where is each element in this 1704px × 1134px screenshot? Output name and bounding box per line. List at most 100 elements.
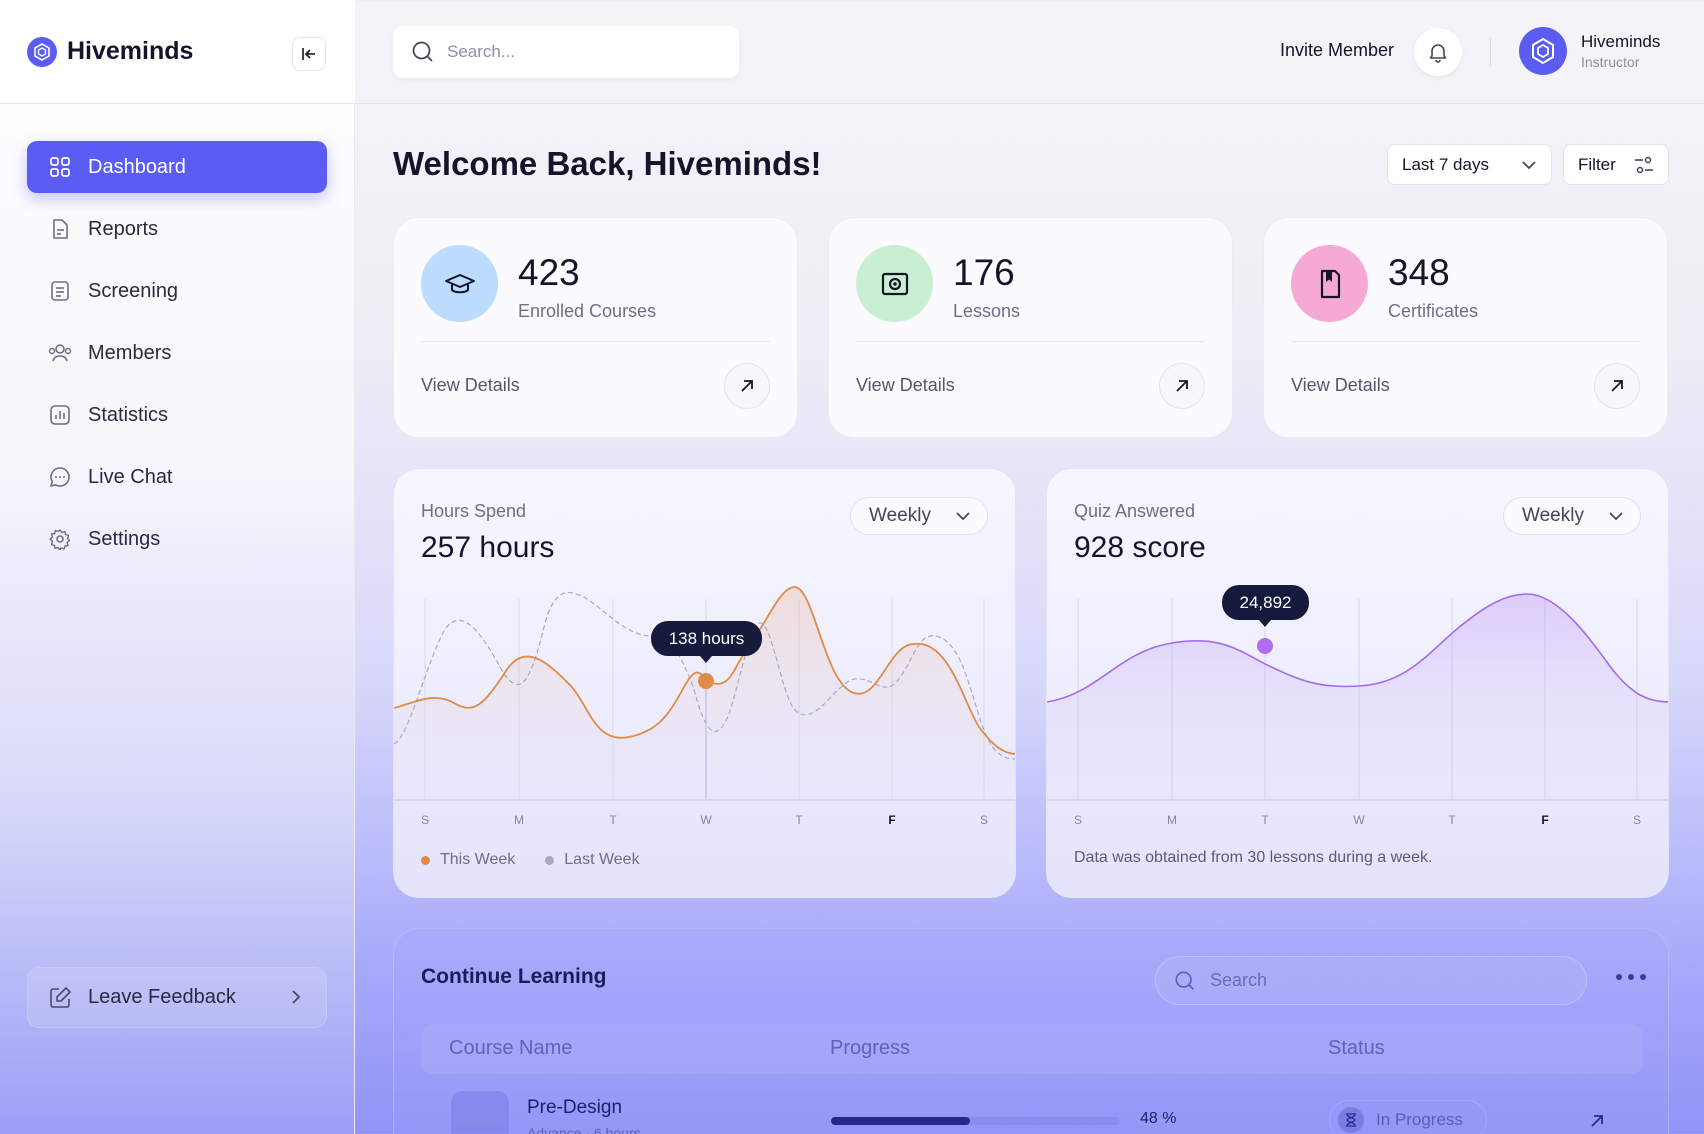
user-role: Instructor	[1581, 54, 1640, 70]
legend-label: Last Week	[564, 851, 640, 868]
sidebar-item-live-chat[interactable]: Live Chat	[27, 451, 327, 503]
sidebar-item-label: Statistics	[88, 403, 169, 426]
sidebar-item-dashboard[interactable]: Dashboard	[27, 141, 327, 193]
document-icon	[48, 217, 72, 241]
gear-icon	[48, 527, 72, 551]
status-badge: In Progress	[1329, 1100, 1487, 1134]
more-options-icon[interactable]	[1616, 969, 1646, 985]
sidebar-item-statistics[interactable]: Statistics	[27, 389, 327, 441]
legend-item-this-week: This Week	[421, 851, 515, 869]
tooltip: 138 hours	[651, 621, 762, 663]
range-select-value: Weekly	[1522, 505, 1584, 526]
header-divider	[1490, 38, 1491, 66]
tooltip-point[interactable]	[698, 673, 714, 689]
course-thumbnail: 48 x 48	[451, 1091, 509, 1134]
divider	[856, 341, 1205, 342]
collapse-icon	[302, 48, 315, 60]
open-course-button[interactable]	[1579, 1103, 1615, 1134]
legend-dot	[421, 855, 430, 865]
chart-value: 928 score	[1074, 531, 1206, 564]
x-tick-label: W	[700, 813, 712, 827]
arrow-up-right-icon	[1176, 380, 1188, 392]
tooltip: 24,892	[1222, 585, 1309, 627]
chart-note: Data was obtained from 30 lessons during…	[1074, 849, 1433, 866]
chart-title: Quiz Answered	[1074, 501, 1196, 521]
period-select[interactable]: Last 7 days	[1387, 144, 1552, 185]
chart-value: 257 hours	[421, 531, 555, 564]
chevron-down-icon	[1521, 157, 1537, 178]
column-header[interactable]: Status	[1328, 1037, 1385, 1059]
search-input[interactable]	[447, 42, 727, 62]
stat-card-enrolled-courses: 423 Enrolled Courses View Details	[393, 217, 798, 438]
x-tick-label: T	[1448, 813, 1456, 827]
legend-item-last-week: Last Week	[545, 851, 640, 869]
stat-card-certificates: 348 Certificates View Details	[1263, 217, 1668, 438]
open-details-button[interactable]	[724, 363, 770, 409]
hours-spend-card: 138 hours S M T W T F S Hours Spend 257 …	[393, 468, 1016, 898]
arrow-up-right-icon	[1611, 380, 1623, 392]
table-header: Course Name Progress Status	[421, 1024, 1643, 1074]
sidebar-item-label: Live Chat	[88, 465, 173, 488]
open-details-button[interactable]	[1159, 363, 1205, 409]
stat-icon-circle	[856, 245, 933, 322]
filter-button[interactable]: Filter	[1563, 144, 1669, 185]
invite-member-link[interactable]: Invite Member	[1280, 40, 1395, 60]
edit-icon	[48, 986, 72, 1010]
sidebar-item-reports[interactable]: Reports	[27, 203, 327, 255]
column-header[interactable]: Course Name	[449, 1037, 573, 1059]
legend-dot	[545, 855, 555, 865]
chart-legend: This Week Last Week	[421, 851, 670, 869]
bookmark-file-icon	[1320, 269, 1340, 298]
avatar[interactable]	[1519, 27, 1567, 75]
arrow-up-right-icon	[1591, 1115, 1603, 1127]
view-details-link[interactable]: View Details	[1291, 375, 1390, 395]
quiz-range-select[interactable]: Weekly	[1503, 497, 1641, 535]
brand-logo-icon	[27, 36, 57, 67]
learning-search-input[interactable]	[1210, 970, 1570, 991]
x-tick-label: T	[1261, 813, 1269, 827]
quiz-area	[1047, 594, 1668, 800]
column-header[interactable]: Progress	[830, 1037, 911, 1059]
course-meta: Advance · 6 hours	[527, 1125, 641, 1134]
notifications-button[interactable]	[1414, 28, 1462, 76]
bell-icon	[1429, 44, 1447, 63]
sidebar: Hiveminds Dashboard Reports Screening	[0, 0, 355, 1134]
hours-spend-chart: 138 hours S M T W T F S	[394, 586, 1015, 827]
open-details-button[interactable]	[1594, 363, 1640, 409]
bar-chart-icon	[48, 403, 72, 427]
stat-icon-circle	[1291, 245, 1368, 322]
x-tick-label: T	[609, 813, 617, 827]
sidebar-item-label: Screening	[88, 279, 179, 302]
tooltip-point[interactable]	[1257, 638, 1273, 654]
x-tick-label: F	[888, 813, 895, 827]
continue-learning-card: Continue Learning Course Name Progress S…	[393, 928, 1669, 1134]
stat-card-lessons: 176 Lessons View Details	[828, 217, 1233, 438]
sidebar-item-members[interactable]: Members	[27, 327, 327, 379]
grid-icon	[48, 155, 72, 179]
stat-value: 348	[1388, 252, 1450, 293]
sidebar-item-settings[interactable]: Settings	[27, 513, 327, 565]
view-details-link[interactable]: View Details	[856, 375, 955, 395]
progress-fill	[831, 1117, 970, 1125]
quiz-answered-card: 24,892 S M T W T F S Quiz Answered 928 s…	[1046, 468, 1669, 898]
x-tick-label: T	[795, 813, 803, 827]
x-tick-label: S	[1074, 813, 1082, 827]
status-label: In Progress	[1376, 1110, 1463, 1129]
leave-feedback-button[interactable]: Leave Feedback	[27, 967, 327, 1028]
stat-value: 176	[953, 252, 1015, 293]
hexagon-logo-icon	[1532, 37, 1554, 65]
stat-value: 423	[518, 252, 580, 293]
hours-range-select[interactable]: Weekly	[850, 497, 988, 535]
progress-percent: 48 %	[1140, 1110, 1177, 1127]
this-week-line	[394, 586, 1015, 755]
course-name: Pre-Design	[527, 1097, 623, 1118]
view-details-link[interactable]: View Details	[421, 375, 520, 395]
collapse-sidebar-button[interactable]	[292, 37, 326, 71]
sidebar-item-screening[interactable]: Screening	[27, 265, 327, 317]
chart-title: Hours Spend	[421, 501, 527, 521]
learning-search-box	[1155, 956, 1587, 1005]
chevron-down-icon	[1608, 508, 1624, 530]
sidebar-item-label: Reports	[88, 217, 159, 240]
tooltip-label: 138 hours	[669, 629, 745, 648]
arrow-up-right-icon	[741, 380, 753, 392]
